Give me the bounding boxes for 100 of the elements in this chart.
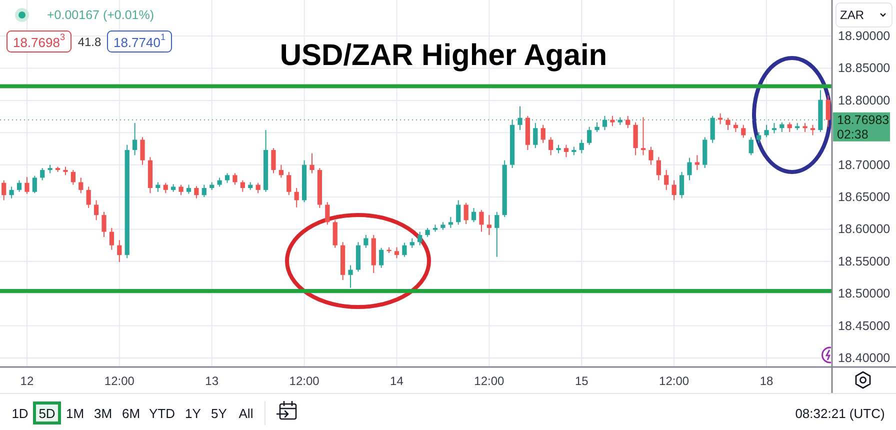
candlestick — [364, 234, 368, 248]
x-tick-label: 15 — [574, 374, 589, 388]
candlestick — [140, 136, 145, 166]
ref-line-label: 18.76983 — [837, 112, 890, 127]
candlestick — [533, 122, 538, 149]
candlestick — [16, 180, 22, 192]
candlestick — [9, 186, 14, 199]
candlestick — [2, 180, 6, 201]
candlestick — [726, 117, 730, 131]
annotation: 18.7740$^{1}$ — [113, 32, 166, 50]
candlestick — [741, 124, 746, 138]
candlestick — [240, 180, 245, 192]
x-tick-label: 18 — [760, 374, 774, 388]
candlestick — [540, 124, 546, 144]
candlestick — [656, 156, 661, 181]
candlestick — [310, 152, 314, 174]
candlestick — [194, 186, 199, 199]
text: 3M — [94, 406, 112, 420]
text: USD/ZAR Higher Again — [280, 39, 608, 72]
text: 5Y — [211, 406, 228, 420]
candlestick — [278, 164, 284, 178]
candlestick — [394, 246, 400, 259]
x-tick-label: 12:00 — [659, 374, 690, 388]
candlestick — [117, 240, 122, 263]
y-tick-label: 18.50000 — [838, 286, 890, 301]
candlestick — [202, 184, 206, 198]
x-tick-label: 12 — [20, 374, 34, 388]
candlestick — [348, 264, 353, 288]
candlestick — [325, 202, 330, 226]
candlestick — [610, 115, 615, 127]
candlestick — [826, 94, 830, 128]
candlestick — [271, 148, 276, 174]
y-tick-label: 18.45000 — [838, 318, 890, 333]
candlestick — [594, 122, 600, 132]
x-tick-label: 13 — [205, 374, 219, 388]
y-tick-label: 18.70000 — [838, 158, 890, 172]
candlestick — [102, 211, 106, 238]
candlestick — [186, 184, 192, 194]
y-tick-label: 18.85000 — [838, 61, 890, 76]
y-axis-title: ZAR — [840, 8, 864, 22]
candlestick — [564, 144, 569, 158]
text: 6M — [122, 406, 140, 420]
candlestick — [464, 202, 468, 225]
candlestick — [479, 209, 484, 232]
y-tick-label: 18.40000 — [838, 350, 890, 365]
candlestick — [494, 211, 500, 258]
candlestick — [810, 124, 816, 136]
annotation: 41.8 — [78, 35, 102, 49]
x-tick-label: 12:00 — [104, 374, 135, 388]
candlestick — [156, 182, 160, 192]
annotation: +0.00167 (+0.01%) — [47, 8, 154, 22]
x-tick-label: 12:00 — [474, 374, 505, 388]
candlestick — [402, 242, 407, 258]
candlestick — [687, 157, 692, 181]
candlestick — [764, 124, 769, 138]
candlestick — [70, 169, 76, 186]
text: YTD — [149, 406, 175, 420]
candlestick — [633, 122, 638, 156]
candlestick — [718, 112, 723, 125]
candlestick — [456, 200, 461, 226]
text: All — [238, 406, 254, 420]
candlestick — [748, 136, 754, 156]
y-tick-label: 18.80000 — [838, 93, 890, 108]
candlestick — [648, 146, 654, 166]
candlestick — [602, 115, 608, 131]
candlestick — [672, 180, 676, 201]
candlestick — [32, 175, 37, 194]
candlestick — [471, 207, 476, 223]
candlestick — [710, 115, 715, 144]
candlestick — [286, 171, 292, 196]
candlestick — [802, 122, 808, 132]
candlestick — [579, 139, 584, 154]
candlestick — [694, 154, 700, 170]
candlestick — [772, 122, 777, 134]
x-tick-label: 12:00 — [289, 374, 320, 388]
y-tick-label: 18.90000 — [838, 29, 890, 44]
text: 5D — [38, 406, 56, 420]
candlestick — [256, 182, 260, 194]
candlestick — [756, 131, 762, 144]
candlestick — [410, 238, 414, 248]
text: 08:32:21 (UTC) — [795, 406, 885, 420]
annotation: 18.7698$^{3}$ — [12, 32, 66, 50]
y-tick-label: 18.65000 — [838, 190, 890, 204]
candlestick — [379, 247, 384, 268]
candlestick — [40, 168, 45, 181]
text: 1M — [66, 406, 84, 420]
candlestick — [418, 231, 422, 246]
candlestick — [518, 106, 522, 131]
text: 1D — [12, 406, 28, 420]
text: 02:38 — [837, 127, 868, 142]
candlestick — [109, 227, 114, 250]
candlestick — [733, 122, 738, 132]
candlestick — [332, 220, 338, 248]
candlestick — [24, 176, 30, 194]
candlestick — [626, 115, 630, 129]
candlestick — [486, 214, 492, 236]
candlestick — [132, 122, 138, 156]
candlestick — [232, 172, 238, 186]
candlestick — [78, 177, 84, 194]
candlestick — [640, 116, 646, 156]
